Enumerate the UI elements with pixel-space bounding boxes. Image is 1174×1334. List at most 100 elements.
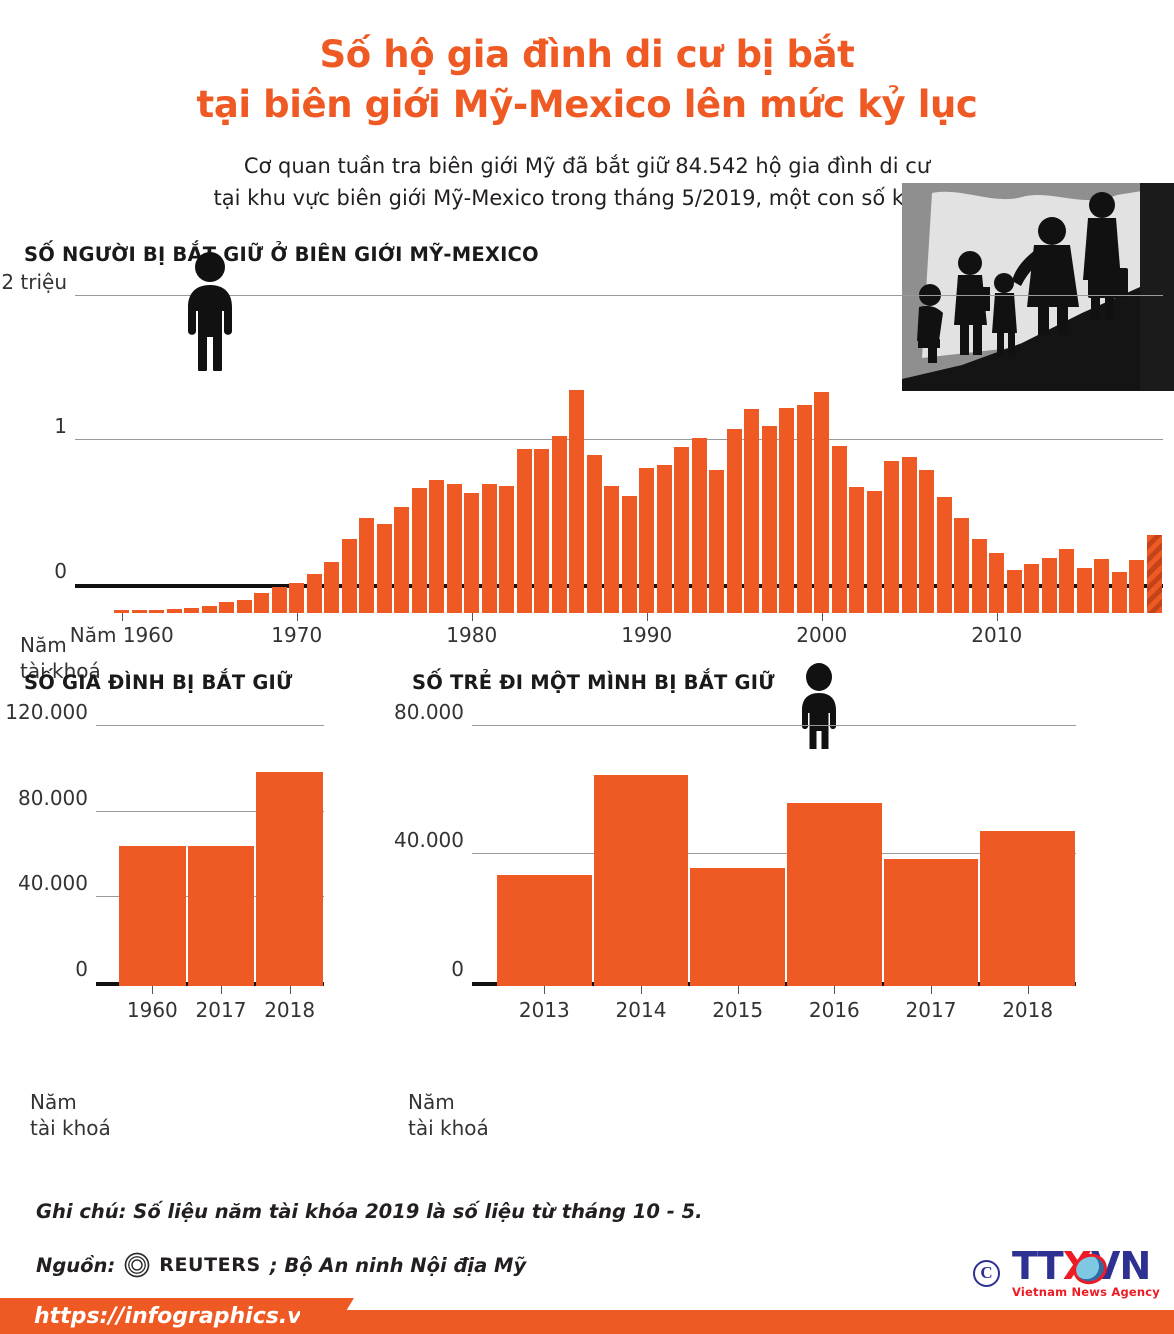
bar-1968	[254, 593, 270, 613]
bar-1984	[534, 448, 550, 613]
bar-2009	[971, 539, 987, 613]
y-axis-label-1m: 1	[54, 414, 67, 439]
bar-2016	[787, 803, 882, 986]
bar-2016	[1094, 559, 1110, 613]
chart-minors-title: SỐ TRẺ ĐI MỘT MÌNH BỊ BẮT GIỮ	[412, 670, 775, 694]
bar-1987	[586, 455, 602, 613]
bar-1994	[709, 469, 725, 613]
site-url-text: https://infographics.vn	[34, 1303, 318, 1329]
adult-figure-svg	[188, 251, 232, 374]
bar-1978	[429, 480, 445, 613]
ttxvn-branding: C TTXVN Vietnam News Agency	[973, 1247, 1160, 1300]
x-tick-1980	[471, 612, 473, 621]
minors-tick-2014	[641, 985, 642, 994]
minors-label-2013: 2013	[518, 997, 570, 1022]
y-axis-label-2m: 2 triệu	[1, 269, 67, 294]
bar-1996	[744, 409, 760, 613]
migrant-photo-inset	[902, 182, 1174, 391]
y-axis-label-0: 0	[54, 558, 67, 583]
lower-charts: SỐ GIA ĐÌNH BỊ BẮT GIỮ SỐ TRẺ ĐI MỘT MÌN…	[0, 662, 1174, 1095]
bar-1963	[166, 609, 182, 613]
x-axis-ticks	[113, 612, 1163, 623]
gridline-40k-minors	[472, 853, 1076, 855]
bar-1960	[114, 610, 130, 613]
bar-1975	[376, 523, 392, 613]
x-label-1960: Năm 1960	[69, 622, 174, 647]
site-url-ribbon[interactable]: https://infographics.vn	[0, 1298, 354, 1334]
families-label-2017: 2017	[195, 997, 247, 1022]
families-x-ticks	[118, 985, 324, 996]
minors-label-2015: 2015	[712, 997, 764, 1022]
bar-2011	[1006, 569, 1022, 613]
families-y-label-120k: 120.000	[5, 699, 88, 724]
chart-apprehensions-plot: 2 triệu 1 0 Năm 1960 1970 1980 1990 2000 2010	[1, 251, 1163, 647]
source-row: Nguồn: REUTERS ; Bộ An ninh Nội địa Mỹ	[36, 1252, 526, 1278]
bar-1966	[219, 602, 235, 613]
x-label-1980: 1980	[446, 622, 498, 647]
bar-1965	[201, 606, 217, 613]
bar-2013	[1041, 557, 1057, 613]
bar-1980	[464, 493, 480, 613]
ttxvn-tagline: Vietnam News Agency	[1012, 1285, 1160, 1300]
bar-1983	[516, 448, 532, 613]
bar-2002	[849, 486, 865, 613]
chart-apprehensions: SỐ NGƯỜI BỊ BẮT GIỮ Ở BIÊN GIỚI MỸ-MEXIC…	[0, 182, 1174, 683]
bar-1986	[569, 389, 585, 613]
minors-y-label-0: 0	[451, 956, 464, 981]
bar-2003	[866, 490, 882, 613]
chart-note: Ghi chú: Số liệu năm tài khóa 2019 là số…	[36, 1200, 703, 1223]
families-tick-2017	[221, 985, 222, 994]
bar-1976	[394, 506, 410, 613]
ttxvn-tt: TT	[1012, 1244, 1064, 1288]
bar-2001	[831, 446, 847, 613]
families-label-2018: 2018	[264, 997, 316, 1022]
x-tick-2010	[996, 612, 998, 621]
minors-tick-2018	[1027, 985, 1029, 994]
bar-2018	[980, 831, 1075, 986]
page-subtitle: Cơ quan tuần tra biên giới Mỹ đã bắt giữ…	[0, 151, 1174, 215]
x-tick-1970	[296, 612, 298, 621]
bar-1999	[796, 405, 812, 613]
gridline-80k-minors	[472, 724, 1076, 726]
minors-label-2017: 2017	[905, 997, 957, 1022]
gridline-2m	[75, 294, 1163, 296]
page-title-line-2: tại biên giới Mỹ-Mexico lên mức kỷ lục	[196, 82, 978, 126]
bar-2014	[593, 775, 689, 986]
minors-y-label-80k: 80.000	[394, 699, 464, 724]
bar-2012	[1024, 564, 1040, 613]
minors-tick-2016	[834, 985, 836, 994]
bar-1962	[149, 610, 165, 613]
bar-2017	[883, 859, 979, 986]
adult-pictogram-icon	[175, 251, 245, 374]
x-axis-labels: Năm 1960 1970 1980 1990 2000 2010	[70, 622, 1163, 653]
bar-1961	[131, 610, 147, 613]
apprehension-bars	[113, 295, 1163, 613]
fiscal-year-caption-main: Năm tài khoá	[20, 632, 101, 683]
chart-minors-plot: 80.000 40.000 0 2013 2014 2015 2016 2017 2018	[394, 702, 1076, 1022]
x-label-2000: 2000	[796, 622, 848, 647]
bar-1964	[184, 607, 200, 613]
families-bars	[118, 725, 324, 986]
fiscal-year-caption-families: Năm tài khoá	[30, 1090, 111, 1140]
bar-1992	[674, 447, 690, 613]
bar-2015	[690, 868, 785, 986]
families-y-label-0: 0	[75, 956, 88, 981]
bar-1981	[481, 484, 497, 613]
ttxvn-logo: TTXVN Vietnam News Agency	[1012, 1247, 1160, 1300]
x-label-1970: 1970	[271, 622, 323, 647]
minors-y-label-40k: 40.000	[394, 828, 464, 853]
minors-label-2016: 2016	[808, 997, 860, 1022]
source-secondary: ; Bộ An ninh Nội địa Mỹ	[269, 1253, 527, 1277]
x-label-1990: 1990	[621, 622, 673, 647]
bar-2019	[1146, 535, 1162, 613]
bar-2017	[1111, 572, 1127, 613]
copyright-icon: C	[973, 1260, 1000, 1288]
bar-1967	[236, 599, 252, 613]
x-tick-2000	[821, 612, 823, 621]
bar-1970	[289, 582, 305, 613]
families-tick-2018	[289, 985, 291, 994]
page-subtitle-line-1: Cơ quan tuần tra biên giới Mỹ đã bắt giữ…	[243, 154, 931, 179]
bar-1995	[726, 429, 742, 613]
migrant-photo-svg	[902, 182, 1174, 391]
bar-2010	[989, 552, 1005, 613]
